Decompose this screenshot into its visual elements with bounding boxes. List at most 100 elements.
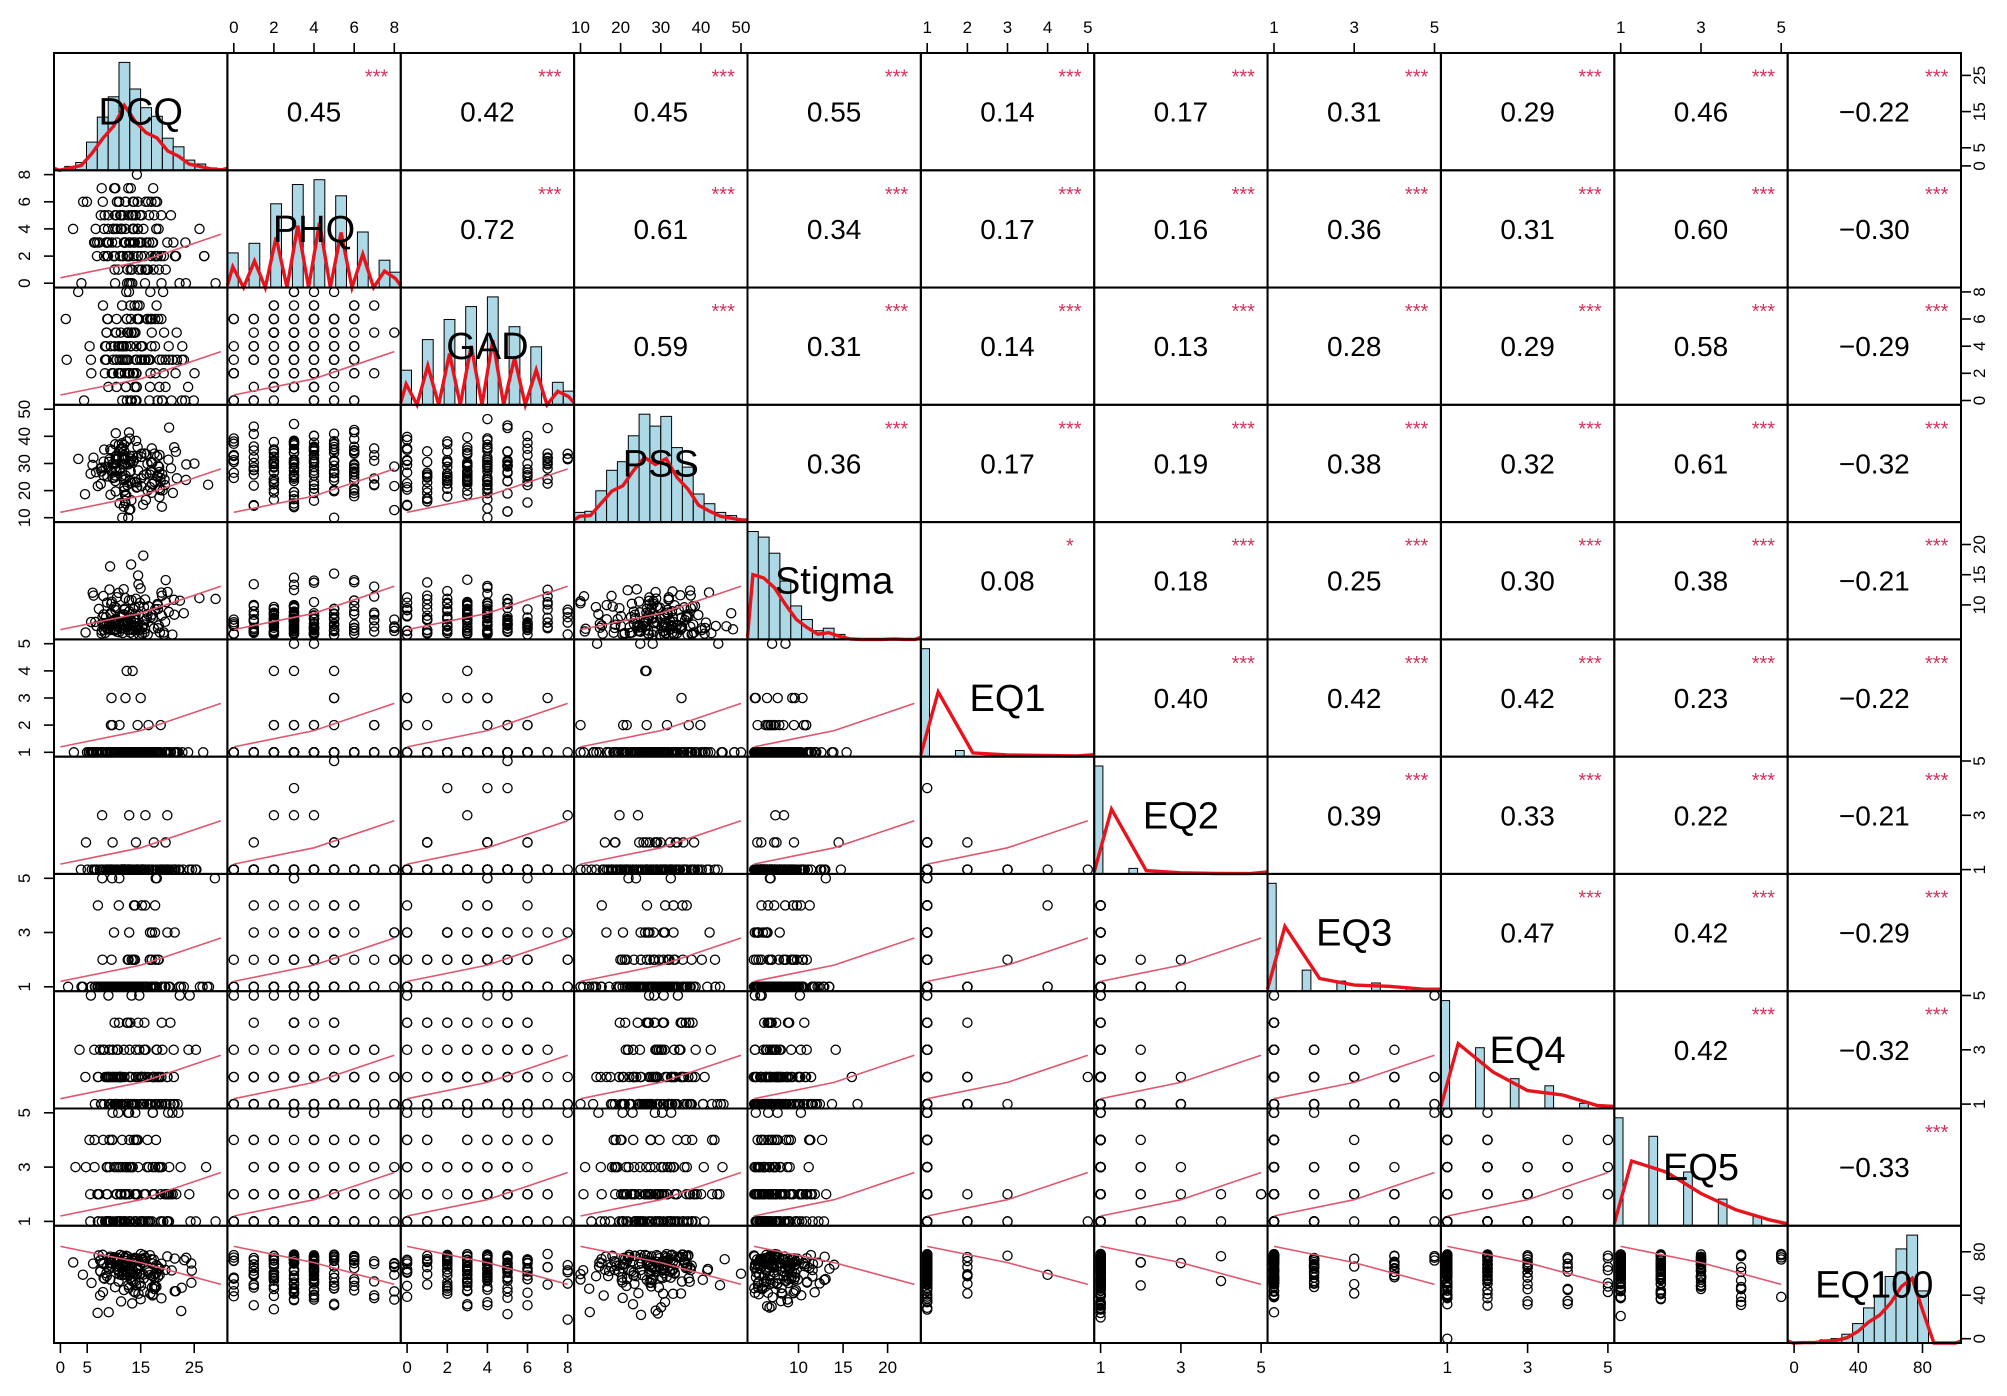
scatter-point xyxy=(154,381,165,393)
scatter-point xyxy=(288,665,300,677)
scatter-point xyxy=(482,443,493,454)
scatter-point xyxy=(482,990,493,1001)
scatter-point xyxy=(77,196,89,208)
scatter-point xyxy=(166,395,177,406)
scatter-point xyxy=(610,837,621,848)
scatter-point xyxy=(921,782,933,794)
scatter-panel-eq4-vs-stigma xyxy=(748,990,915,1110)
scatter-point xyxy=(401,1098,413,1110)
scatter-point xyxy=(109,264,120,275)
scatter-point xyxy=(156,277,167,289)
scatter-point xyxy=(160,354,171,366)
scatter-point xyxy=(631,584,643,595)
scatter-point xyxy=(92,480,104,492)
scatter-point xyxy=(107,837,118,848)
scatter-point xyxy=(120,692,131,704)
scatter-point xyxy=(125,300,136,311)
scatter-panel-eq3-vs-gad xyxy=(401,873,573,993)
scatter-point xyxy=(128,250,139,262)
scatter-point xyxy=(635,954,647,965)
scatter-panel-eq2-vs-phq xyxy=(228,755,400,875)
scatter-point xyxy=(126,495,137,506)
scatter-point xyxy=(146,327,158,338)
scatter-point xyxy=(95,478,107,490)
scatter-point xyxy=(288,501,300,513)
scatter-point xyxy=(764,873,776,884)
scatter-point xyxy=(442,954,453,965)
scatter-point xyxy=(268,436,280,448)
scatter-point xyxy=(107,472,118,484)
scatter-point xyxy=(73,453,84,465)
scatter-point xyxy=(502,981,513,993)
scatter-panel-eq1-vs-pss xyxy=(575,638,747,758)
scatter-panel-eq4-vs-pss xyxy=(575,990,742,1110)
scatter-point xyxy=(632,1017,643,1028)
scatter-point xyxy=(268,477,280,488)
scatter-point xyxy=(635,638,646,649)
scatter-point xyxy=(462,459,473,471)
scatter-point xyxy=(502,460,513,472)
scatter-point xyxy=(122,264,133,275)
scatter-point xyxy=(109,210,121,221)
scatter-point xyxy=(140,196,151,208)
scatter-point xyxy=(106,237,118,248)
scatter-point xyxy=(146,443,158,454)
scatter-point xyxy=(389,1098,400,1110)
scatter-point xyxy=(248,954,260,965)
scatter-point xyxy=(1082,864,1094,875)
scatter-point xyxy=(328,1044,340,1056)
scatter-point xyxy=(308,575,320,586)
scatter-point xyxy=(522,464,533,475)
scatter-point xyxy=(502,476,513,487)
scatter-point xyxy=(462,1098,473,1110)
scatter-point xyxy=(389,981,400,993)
scatter-point xyxy=(1175,954,1187,965)
scatter-point xyxy=(401,434,413,446)
scatter-point xyxy=(348,927,360,938)
scatter-point xyxy=(348,577,360,588)
scatter-point xyxy=(106,954,117,965)
scatter-point xyxy=(248,469,260,480)
scatter-point xyxy=(103,990,114,1001)
scatter-point xyxy=(148,264,159,275)
scatter-point xyxy=(401,900,413,911)
scatter-point xyxy=(1042,900,1053,911)
scatter-point xyxy=(116,300,128,311)
scatter-point xyxy=(156,210,167,221)
scatter-point xyxy=(268,1098,280,1110)
scatter-point xyxy=(110,327,121,338)
scatter-point xyxy=(482,1098,493,1110)
scatter-point xyxy=(442,747,453,758)
scatter-point xyxy=(562,452,573,464)
scatter-point xyxy=(442,1044,453,1056)
scatter-point xyxy=(462,981,473,993)
scatter-point xyxy=(502,446,513,458)
scatter-point xyxy=(442,491,453,502)
scatter-point xyxy=(146,196,157,208)
scatter-point xyxy=(228,368,240,379)
scatter-point xyxy=(522,471,533,482)
scatter-point xyxy=(962,864,973,875)
scatter-point xyxy=(209,873,221,884)
scatter-point xyxy=(228,747,240,758)
scatter-point xyxy=(617,927,629,938)
scatter-point xyxy=(248,395,260,406)
scatter-point xyxy=(114,250,126,262)
scatter-panel-gad-vs-dcq xyxy=(60,286,222,406)
scatter-point xyxy=(150,196,161,208)
scatter-point xyxy=(774,927,785,938)
scatter-point xyxy=(606,590,617,602)
scatter-point xyxy=(228,1098,240,1110)
scatter-point xyxy=(288,981,300,993)
scatter-point xyxy=(328,1017,340,1028)
scatter-point xyxy=(68,747,80,758)
scatter-point xyxy=(801,1044,812,1056)
scatter-point xyxy=(163,454,174,465)
scatter-point xyxy=(152,250,164,262)
scatter-point xyxy=(160,381,171,393)
scatter-point xyxy=(121,250,132,262)
scatter-point xyxy=(105,489,116,500)
scatter-point xyxy=(308,313,320,325)
scatter-point xyxy=(138,223,149,235)
scatter-point xyxy=(121,313,133,325)
